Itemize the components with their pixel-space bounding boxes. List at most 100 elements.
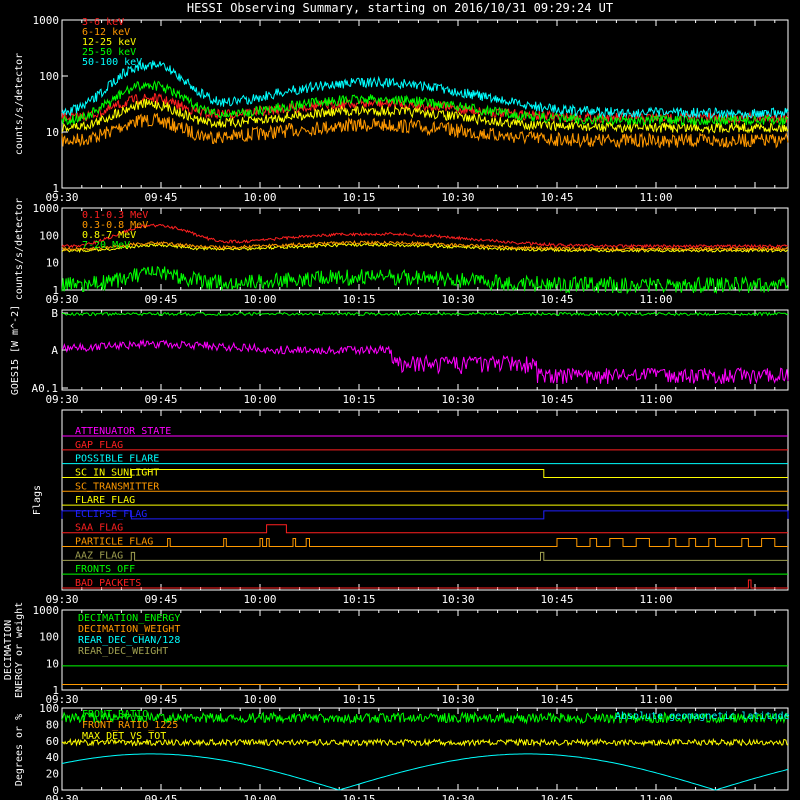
- flag-label: SAA_FLAG: [75, 523, 123, 534]
- legend-entry: 50-100 keV: [82, 57, 142, 68]
- panel-xray: 09:30 09:45 10:00 10:15 10:30 10:45 11:00 1 10 10…: [14, 14, 789, 204]
- y-tick-label: 100: [39, 702, 59, 715]
- series-line: [61, 240, 789, 252]
- flag-line: [62, 579, 788, 589]
- x-tick-label: 10:30: [441, 593, 474, 606]
- flag-label: ATTENUATOR_STATE: [75, 426, 171, 437]
- series-line: [61, 60, 789, 120]
- legend-entry: 3-6 keV: [82, 17, 124, 28]
- x-tick-label: 09:30: [45, 793, 78, 800]
- plot-frame: [61, 409, 789, 591]
- flag-label: BAD_PACKETS: [75, 578, 141, 589]
- x-tick-label: 09:45: [144, 191, 177, 204]
- y-tick-label: 1: [52, 284, 59, 297]
- x-tick-label: 10:00: [243, 191, 276, 204]
- series-line: [61, 753, 789, 791]
- y-axis-label: DECIMATION: [3, 620, 14, 680]
- x-tick-label: 10:15: [342, 693, 375, 706]
- y-tick-label: B: [51, 307, 58, 320]
- flag-line: [62, 524, 788, 534]
- panel-ratios: 09:30 09:45 10:00 10:15 10:30 10:45 11:00 0 20 40…: [14, 702, 790, 800]
- x-tick-label: 09:30: [45, 293, 78, 306]
- series-line: [61, 266, 789, 295]
- x-tick-label: 10:15: [342, 293, 375, 306]
- plot-frame: [61, 207, 789, 291]
- x-tick-label: 10:00: [243, 793, 276, 800]
- x-tick-label: 10:30: [441, 191, 474, 204]
- x-tick-label: 09:30: [45, 191, 78, 204]
- annotation-label: Absolute geomagnetic latitude: [615, 711, 790, 722]
- series-line: [61, 737, 789, 748]
- legend-entry: FRONT_RATIO: [82, 709, 148, 720]
- y-axis-label: counts/s/detector: [14, 198, 25, 300]
- panel-decimation: 09:30 09:45 10:00 10:15 10:30 10:45 11:00 1 10 10…: [3, 602, 789, 706]
- x-tick-label: 10:00: [243, 293, 276, 306]
- x-tick-label: 10:45: [540, 693, 573, 706]
- y-tick-label: 0: [52, 784, 59, 797]
- y-tick-label: 10: [46, 126, 59, 139]
- x-tick-label: 10:45: [540, 793, 573, 800]
- flag-label: PARTICLE_FLAG: [75, 537, 153, 548]
- y-tick-label: 10: [46, 257, 59, 270]
- y-tick-label: 60: [46, 735, 59, 748]
- x-tick-label: 11:00: [639, 593, 672, 606]
- legend-entry: 0.1-0.3 MeV: [82, 210, 148, 221]
- legend-entry: 7-20 MeV: [82, 240, 130, 251]
- flag-label: FLARE_FLAG: [75, 495, 135, 506]
- legend-entry: MAX_DET_VS_TOT: [82, 731, 166, 742]
- x-tick-label: 09:45: [144, 593, 177, 606]
- flag-label: SC_TRANSMITTER: [75, 481, 160, 492]
- x-tick-label: 10:00: [243, 393, 276, 406]
- y-tick-label: 1000: [33, 604, 60, 617]
- y-tick-label: A0.1: [32, 382, 59, 395]
- series-line: [61, 223, 789, 250]
- y-tick-label: 40: [46, 751, 59, 764]
- x-tick-label: 11:00: [639, 191, 672, 204]
- x-tick-label: 09:45: [144, 293, 177, 306]
- chart-title: HESSI Observing Summary, starting on 201…: [187, 1, 613, 15]
- plot-frame: [61, 609, 789, 691]
- y-tick-label: 80: [46, 718, 59, 731]
- flag-line: [62, 538, 788, 548]
- x-tick-label: 11:00: [639, 393, 672, 406]
- x-tick-label: 10:45: [540, 191, 573, 204]
- flag-label: POSSIBLE_FLARE: [75, 454, 159, 465]
- legend-entry: 0.3-0.8 MeV: [82, 220, 148, 231]
- legend-entry: DECIMATION_WEIGHT: [78, 624, 180, 635]
- x-tick-label: 09:45: [144, 793, 177, 800]
- legend-entry: 25-50 keV: [82, 47, 136, 58]
- legend-entry: 6-12 keV: [82, 27, 130, 38]
- y-axis-label: GOES15 [W m^-2]: [10, 305, 21, 395]
- flag-label: SC_IN_SUNLIGHT: [75, 467, 159, 478]
- y-axis-label: Degrees or %: [14, 714, 25, 786]
- panel-gamma: 09:30 09:45 10:00 10:15 10:30 10:45 11:00 1 10 10…: [14, 198, 789, 306]
- flag-line: [61, 510, 789, 520]
- x-tick-label: 10:15: [342, 393, 375, 406]
- panel-flags: 09:30 09:45 10:00 10:15 10:30 10:45 11:00 Flags…: [32, 409, 789, 606]
- flag-label: AAZ_FLAG: [75, 550, 123, 561]
- y-tick-label: 1: [52, 182, 59, 195]
- flag-label: FRONTS_OFF: [75, 564, 135, 575]
- x-tick-label: 10:15: [342, 191, 375, 204]
- y-tick-label: 100: [39, 229, 59, 242]
- y-tick-label: A: [51, 344, 58, 357]
- legend-entry: FRONT_RATIO_1225: [82, 720, 178, 731]
- y-tick-label: 20: [46, 768, 59, 781]
- x-tick-label: 09:45: [144, 693, 177, 706]
- legend-entry: REAR_DEC_CHAN/128: [78, 635, 180, 646]
- x-tick-label: 10:45: [540, 593, 573, 606]
- y-tick-label: 10: [46, 657, 59, 670]
- x-tick-label: 09:45: [144, 393, 177, 406]
- y-axis-label: ENERGY or weight: [14, 602, 25, 698]
- legend-entry: 0.8-7 MeV: [82, 230, 136, 241]
- x-tick-label: 10:30: [441, 393, 474, 406]
- x-tick-label: 11:00: [639, 293, 672, 306]
- y-axis-label: counts/s/detector: [14, 53, 25, 155]
- series-line: [61, 98, 789, 135]
- x-tick-label: 10:15: [342, 593, 375, 606]
- x-tick-label: 11:00: [639, 793, 672, 800]
- x-tick-label: 10:45: [540, 393, 573, 406]
- legend-entry: 12-25 keV: [82, 37, 136, 48]
- legend-entry: DECIMATION_ENERGY: [78, 613, 180, 624]
